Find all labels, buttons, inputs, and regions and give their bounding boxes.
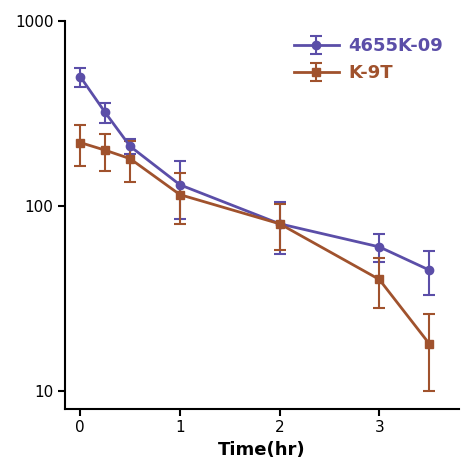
Legend: 4655K-09, K-9T: 4655K-09, K-9T (287, 30, 450, 90)
X-axis label: Time(hr): Time(hr) (219, 441, 306, 459)
